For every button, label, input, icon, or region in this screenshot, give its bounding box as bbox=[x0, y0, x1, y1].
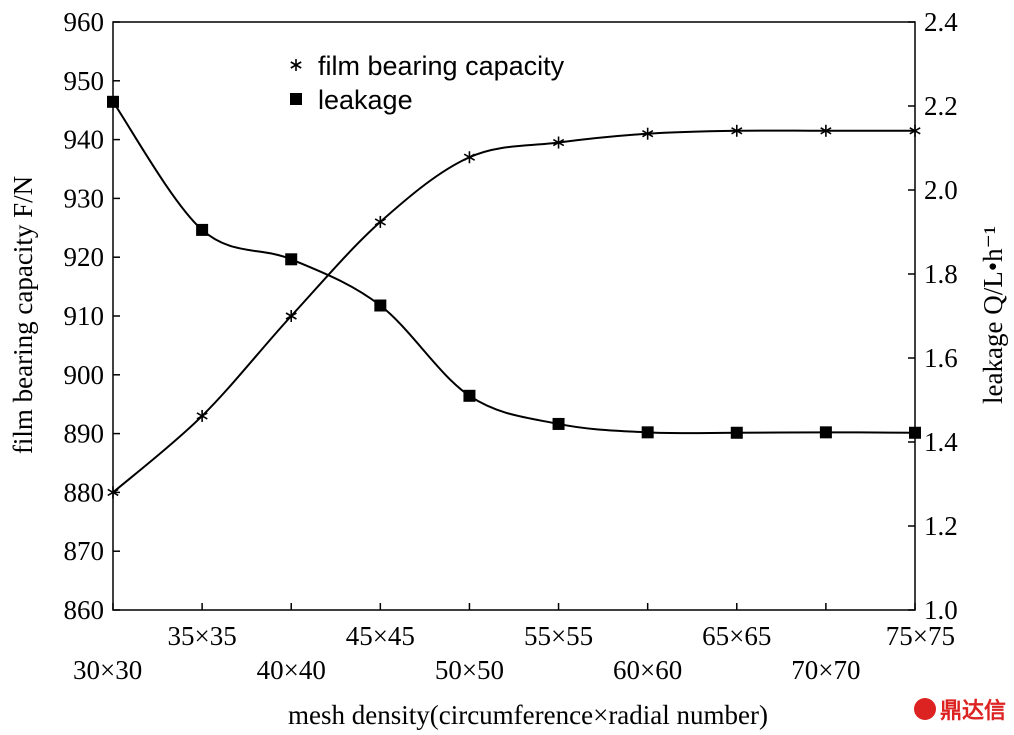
watermark-logo-icon bbox=[913, 698, 936, 720]
leakage-point bbox=[374, 299, 387, 312]
left-tick-label: 900 bbox=[64, 360, 105, 390]
legend-square-icon bbox=[290, 93, 302, 105]
leakage-point bbox=[285, 253, 298, 266]
bearing-capacity-point bbox=[107, 486, 119, 499]
x-axis-title: mesh density(circumference×radial number… bbox=[288, 700, 768, 730]
asterisk-stroke bbox=[285, 312, 297, 320]
right-axis-title: leakage Q/L•h⁻¹ bbox=[978, 226, 1008, 404]
left-tick-label: 940 bbox=[64, 125, 105, 155]
asterisk-stroke bbox=[290, 61, 302, 69]
bearing-capacity-point bbox=[731, 124, 743, 137]
x-tick-label: 55×55 bbox=[524, 621, 593, 651]
right-axis-ticks: 1.0 1.2 1.4 1.6 1.8 2.0 2.2 2.4 bbox=[908, 7, 958, 625]
bearing-capacity-line bbox=[112, 129, 915, 494]
left-tick-label: 890 bbox=[64, 419, 105, 449]
axes bbox=[112, 21, 916, 611]
watermark-text: 鼎达信 bbox=[939, 699, 1006, 724]
leakage-point bbox=[196, 223, 209, 236]
asterisk-stroke bbox=[642, 130, 654, 138]
left-tick-label: 950 bbox=[64, 66, 105, 96]
x-tick-label: 30×30 bbox=[73, 655, 142, 685]
legend-asterisk-icon bbox=[290, 59, 302, 71]
leakage-point bbox=[107, 95, 119, 108]
left-tick-label: 920 bbox=[64, 242, 105, 272]
bearing-capacity-point bbox=[552, 136, 565, 149]
leakage-point bbox=[463, 389, 476, 402]
leakage-point bbox=[730, 426, 743, 439]
left-tick-label: 910 bbox=[64, 301, 105, 331]
legend: film bearing capacity leakage bbox=[290, 51, 565, 115]
leakage-point bbox=[819, 426, 832, 439]
right-tick-label: 1.2 bbox=[924, 511, 958, 541]
right-tick-label: 2.2 bbox=[924, 91, 958, 121]
asterisk-stroke bbox=[731, 127, 743, 135]
x-tick-label: 65×65 bbox=[702, 621, 771, 651]
x-tick-label: 45×45 bbox=[346, 621, 415, 651]
leakage-line bbox=[112, 101, 916, 435]
left-tick-label: 870 bbox=[64, 536, 105, 566]
asterisk-stroke bbox=[820, 127, 832, 135]
left-tick-label: 860 bbox=[64, 595, 105, 625]
x-tick-label: 50×50 bbox=[435, 655, 504, 685]
right-tick-label: 1.6 bbox=[924, 343, 958, 373]
right-tick-label: 2.4 bbox=[924, 7, 958, 37]
right-tick-label: 1.0 bbox=[924, 595, 958, 625]
left-tick-label: 880 bbox=[64, 477, 105, 507]
bearing-capacity-point bbox=[820, 124, 832, 137]
legend-label: leakage bbox=[318, 85, 413, 115]
x-tick-label: 75×75 bbox=[886, 621, 955, 651]
asterisk-stroke bbox=[909, 127, 921, 135]
leakage-point bbox=[641, 426, 654, 439]
left-axis-ticks: 860 870 880 890 900 910 920 930 940 950 960 bbox=[64, 7, 120, 625]
bearing-capacity-point bbox=[374, 215, 386, 228]
series-markers bbox=[107, 95, 921, 499]
series-lines bbox=[112, 101, 916, 494]
asterisk-stroke bbox=[107, 488, 119, 497]
bearing-capacity-point bbox=[463, 151, 476, 164]
right-tick-label: 1.4 bbox=[924, 427, 958, 457]
watermark: 鼎达信 bbox=[913, 693, 1006, 725]
x-tick-label: 60×60 bbox=[613, 655, 682, 685]
bearing-capacity-point bbox=[909, 124, 921, 137]
left-axis-title: film bearing capacity F/N bbox=[8, 176, 38, 454]
asterisk-stroke bbox=[374, 218, 386, 226]
x-tick-label: 35×35 bbox=[167, 621, 236, 651]
bearing-capacity-point bbox=[285, 310, 297, 322]
x-tick-label: 70×70 bbox=[791, 655, 860, 685]
right-tick-label: 1.8 bbox=[924, 259, 958, 289]
x-tick-label: 40×40 bbox=[257, 655, 326, 685]
right-tick-label: 2.0 bbox=[924, 175, 958, 205]
bearing-capacity-point bbox=[642, 127, 654, 140]
asterisk-stroke bbox=[196, 412, 208, 420]
plot-frame bbox=[112, 21, 916, 611]
asterisk-stroke bbox=[463, 153, 476, 161]
bearing-capacity-point bbox=[196, 409, 208, 422]
left-tick-label: 930 bbox=[64, 183, 105, 213]
left-tick-label: 960 bbox=[64, 7, 105, 37]
leakage-point bbox=[909, 426, 921, 439]
asterisk-stroke bbox=[552, 138, 565, 147]
legend-label: film bearing capacity bbox=[318, 51, 565, 81]
leakage-point bbox=[552, 417, 565, 430]
x-axis-ticks: 30×30 35×35 40×40 45×45 50×50 55×55 60×60 65×65… bbox=[73, 603, 955, 685]
